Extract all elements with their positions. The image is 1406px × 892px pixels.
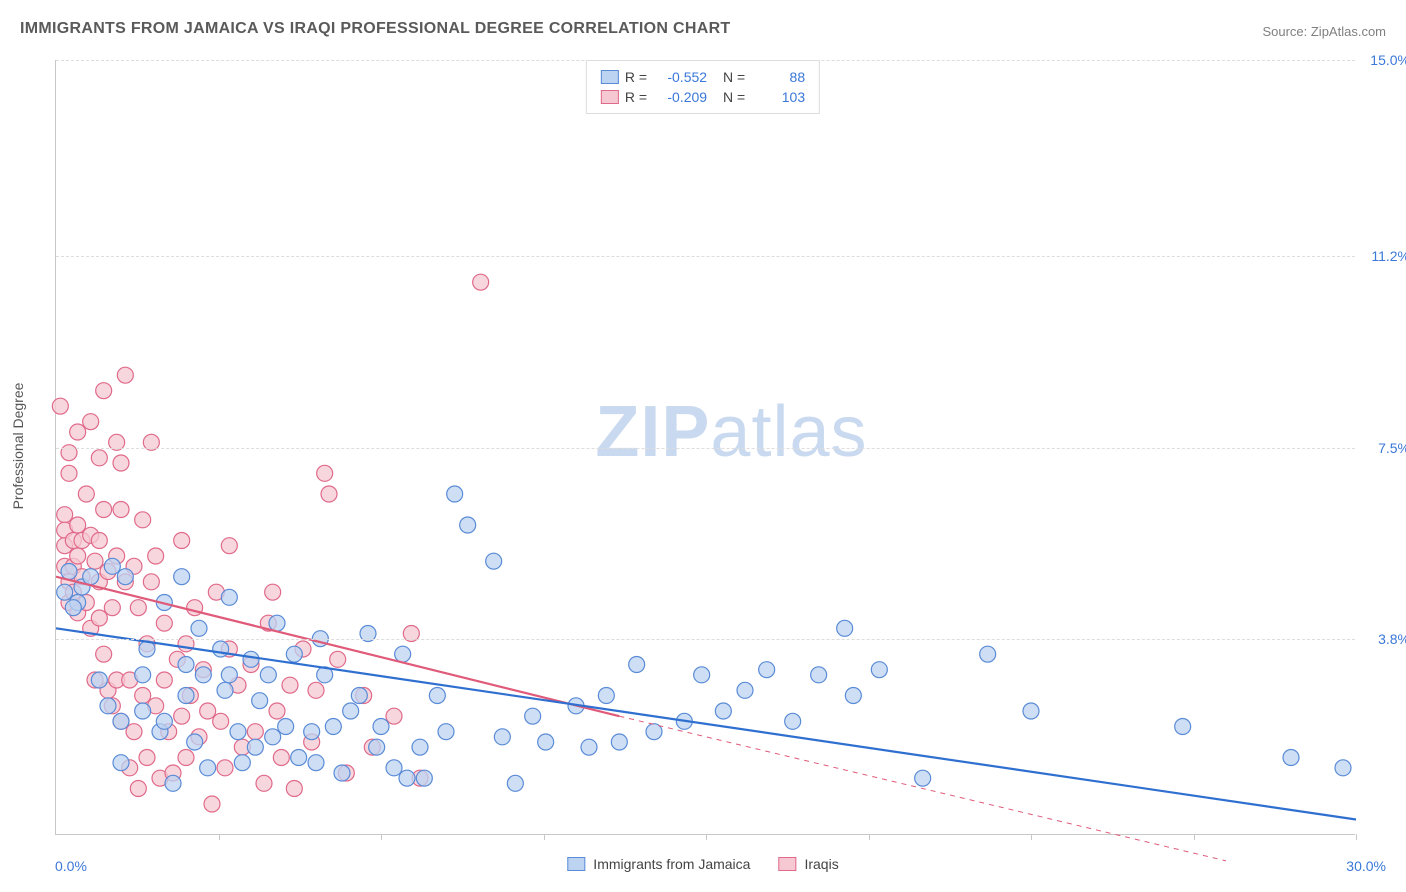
legend-swatch-jamaica [601,70,619,84]
series-swatch-jamaica [567,857,585,871]
series-label-iraqis: Iraqis [804,856,838,872]
legend-R-jamaica: -0.552 [653,67,707,87]
y-tick-label: 11.2% [1360,248,1406,264]
x-tick [706,834,707,840]
x-tick [219,834,220,840]
legend-row-iraqis: R = -0.209 N = 103 [601,87,805,107]
x-min-label: 0.0% [55,858,87,874]
gridline [56,639,1355,640]
x-tick [544,834,545,840]
legend-N-jamaica: 88 [751,67,805,87]
legend-N-iraqis: 103 [751,87,805,107]
legend-swatch-iraqis [601,90,619,104]
y-axis-title: Professional Degree [10,383,26,510]
correlation-legend: R = -0.552 N = 88 R = -0.209 N = 103 [586,60,820,114]
y-tick-label: 7.5% [1360,440,1406,456]
x-max-label: 30.0% [1346,858,1386,874]
series-label-jamaica: Immigrants from Jamaica [593,856,750,872]
y-tick-label: 3.8% [1360,631,1406,647]
legend-R-label: R = [625,67,647,87]
source-credit: Source: ZipAtlas.com [1262,24,1386,39]
series-legend-jamaica: Immigrants from Jamaica [567,856,750,872]
x-tick [381,834,382,840]
chart-title: IMMIGRANTS FROM JAMAICA VS IRAQI PROFESS… [20,20,731,38]
x-tick [1031,834,1032,840]
legend-R-iraqis: -0.209 [653,87,707,107]
legend-N-label: N = [723,67,745,87]
legend-row-jamaica: R = -0.552 N = 88 [601,67,805,87]
series-legend-iraqis: Iraqis [778,856,838,872]
series-swatch-iraqis [778,857,796,871]
series-legend: Immigrants from Jamaica Iraqis [567,856,838,872]
gridline [56,448,1355,449]
x-tick [1194,834,1195,840]
gridline [56,256,1355,257]
plot-area: ZIPatlas 3.8%7.5%11.2%15.0% [55,60,1355,835]
x-tick [1356,834,1357,840]
y-tick-label: 15.0% [1360,52,1406,68]
x-tick [869,834,870,840]
legend-N-label: N = [723,87,745,107]
legend-R-label: R = [625,87,647,107]
